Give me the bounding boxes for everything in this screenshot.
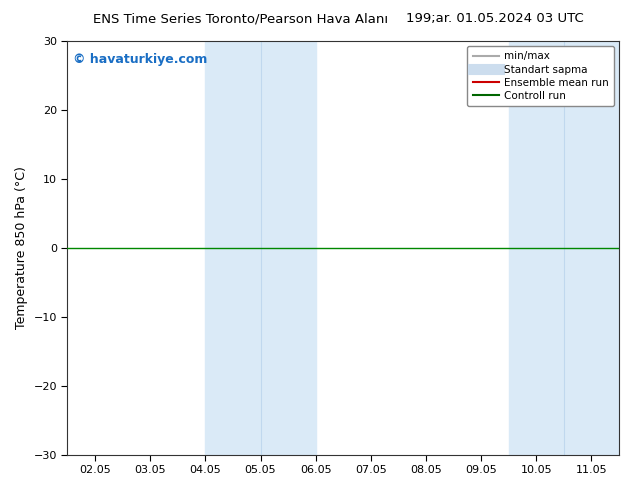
Text: 199;ar. 01.05.2024 03 UTC: 199;ar. 01.05.2024 03 UTC — [406, 12, 583, 25]
Legend: min/max, Standart sapma, Ensemble mean run, Controll run: min/max, Standart sapma, Ensemble mean r… — [467, 46, 614, 106]
Y-axis label: Temperature 850 hPa (°C): Temperature 850 hPa (°C) — [15, 167, 28, 329]
Text: © havaturkiye.com: © havaturkiye.com — [73, 53, 207, 67]
Bar — [508, 41, 619, 455]
Text: ENS Time Series Toronto/Pearson Hava Alanı: ENS Time Series Toronto/Pearson Hava Ala… — [93, 12, 389, 25]
Bar — [205, 41, 316, 455]
